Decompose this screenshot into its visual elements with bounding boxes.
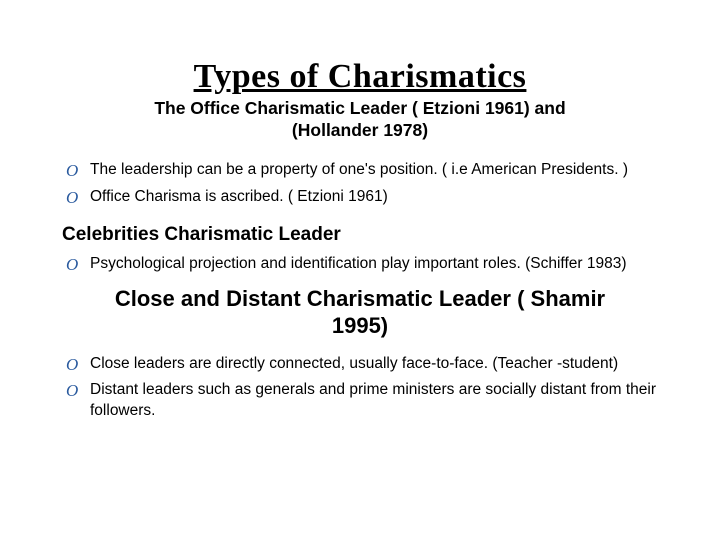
bullet-marker-icon: O xyxy=(66,380,78,403)
list-item: O The leadership can be a property of on… xyxy=(62,160,658,181)
bullet-marker-icon: O xyxy=(66,354,78,377)
subtitle-line-1: The Office Charismatic Leader ( Etzioni … xyxy=(154,98,565,118)
bullet-marker-icon: O xyxy=(66,160,78,183)
slide-subtitle: The Office Charismatic Leader ( Etzioni … xyxy=(62,98,658,142)
list-item-text: Distant leaders such as generals and pri… xyxy=(90,381,656,419)
section-2-list: O Psychological projection and identific… xyxy=(62,254,658,275)
section-1-list: O The leadership can be a property of on… xyxy=(62,160,658,208)
section-3-list: O Close leaders are directly connected, … xyxy=(62,354,658,423)
bullet-marker-icon: O xyxy=(66,254,78,277)
list-item-text: The leadership can be a property of one'… xyxy=(90,161,628,178)
heading-line-2: 1995) xyxy=(332,313,388,338)
list-item-text: Psychological projection and identificat… xyxy=(90,255,626,272)
subtitle-line-2: (Hollander 1978) xyxy=(292,120,428,140)
heading-line-1: Close and Distant Charismatic Leader ( S… xyxy=(115,286,605,311)
list-item-text: Close leaders are directly connected, us… xyxy=(90,355,618,372)
slide: Types of Charismatics The Office Charism… xyxy=(0,0,720,540)
list-item: O Office Charisma is ascribed. ( Etzioni… xyxy=(62,187,658,208)
list-item: O Close leaders are directly connected, … xyxy=(62,354,658,375)
section-2-heading: Celebrities Charismatic Leader xyxy=(62,224,658,246)
bullet-marker-icon: O xyxy=(66,187,78,210)
slide-title: Types of Charismatics xyxy=(62,58,658,96)
list-item-text: Office Charisma is ascribed. ( Etzioni 1… xyxy=(90,188,388,205)
list-item: O Distant leaders such as generals and p… xyxy=(62,380,658,422)
list-item: O Psychological projection and identific… xyxy=(62,254,658,275)
section-3-heading: Close and Distant Charismatic Leader ( S… xyxy=(62,285,658,340)
